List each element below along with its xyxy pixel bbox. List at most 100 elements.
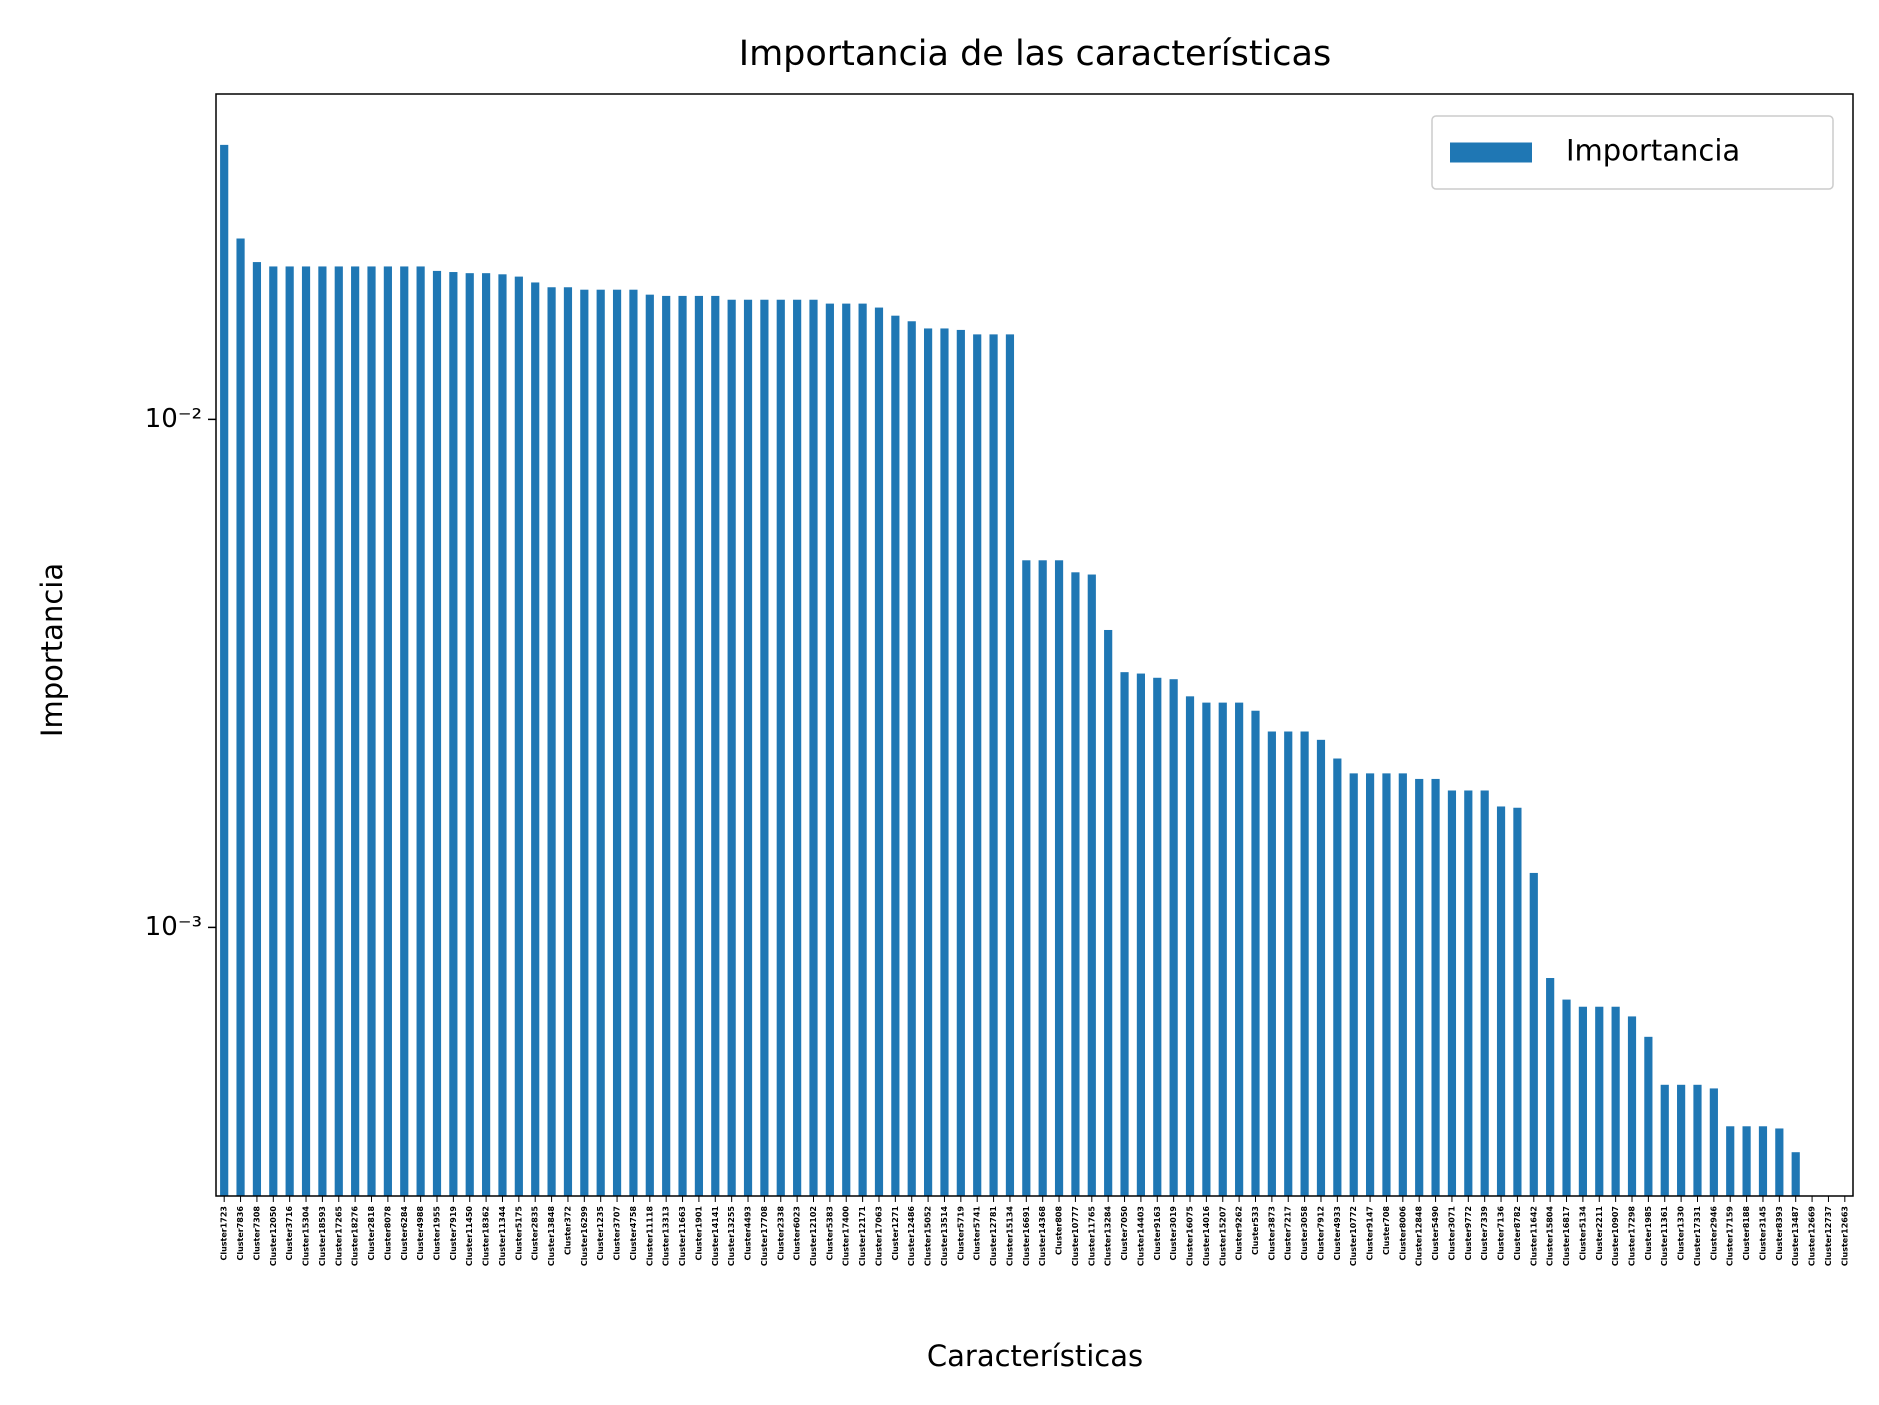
x-tick-label: Cluster11765	[1087, 1206, 1096, 1267]
bar	[367, 266, 376, 1196]
y-axis-label: Importancia	[35, 563, 69, 737]
bar	[1087, 574, 1096, 1196]
bar	[547, 287, 556, 1197]
bar	[1235, 702, 1244, 1196]
x-tick-label: Cluster1271	[891, 1206, 900, 1261]
bar	[1627, 1016, 1637, 1196]
x-tick-label: Cluster16075	[1186, 1206, 1195, 1267]
bar	[482, 273, 491, 1196]
bar	[400, 266, 409, 1196]
x-tick-label: Cluster3707	[613, 1206, 622, 1261]
x-tick-label: Cluster4988	[416, 1206, 425, 1261]
bar	[1742, 1126, 1751, 1196]
x-tick-label: Cluster11663	[678, 1206, 687, 1266]
x-tick-label: Cluster9147	[1366, 1206, 1375, 1261]
x-tick-label: Cluster15207	[1218, 1206, 1227, 1266]
x-tick-label: Cluster6023	[793, 1206, 802, 1261]
bar	[1791, 1152, 1800, 1196]
bar	[1546, 978, 1555, 1196]
x-tick-label: Cluster12171	[858, 1206, 867, 1267]
bar	[351, 266, 360, 1196]
bar	[629, 289, 638, 1196]
bar	[334, 266, 343, 1196]
bar	[743, 299, 753, 1196]
bar	[514, 276, 523, 1197]
bar	[416, 266, 425, 1196]
x-tick-label: Cluster13514	[940, 1206, 949, 1267]
bar	[1496, 806, 1506, 1196]
bar	[269, 266, 278, 1196]
x-tick-label: Cluster14403	[1136, 1206, 1145, 1266]
chart-title: Importancia de las características	[739, 34, 1332, 74]
x-tick-label: Cluster7136	[1497, 1206, 1506, 1261]
bar	[563, 287, 573, 1197]
x-tick-label: Cluster8006	[1398, 1206, 1407, 1261]
bar	[727, 299, 736, 1196]
bar	[1120, 672, 1129, 1196]
x-tick-label: Cluster7339	[1480, 1206, 1489, 1261]
bar	[1677, 1084, 1686, 1196]
bar	[1398, 773, 1407, 1196]
bar	[825, 303, 834, 1197]
x-tick-label: Cluster17400	[842, 1206, 851, 1267]
x-tick-label: Cluster3058	[1300, 1206, 1309, 1261]
x-tick-label: Cluster3071	[1447, 1206, 1456, 1261]
bar	[711, 295, 720, 1196]
x-tick-label: Cluster1330	[1677, 1206, 1686, 1261]
bar	[940, 328, 949, 1196]
x-tick-label: Cluster7050	[1120, 1206, 1129, 1261]
bar	[662, 295, 671, 1196]
bar	[694, 295, 704, 1196]
x-tick-label: Cluster9163	[1153, 1206, 1162, 1261]
x-tick-label: Cluster7919	[449, 1206, 458, 1261]
x-tick-label: Cluster3145	[1758, 1206, 1767, 1261]
x-tick-label: Cluster1723	[220, 1206, 229, 1261]
x-tick-label: Cluster15304	[302, 1206, 311, 1267]
bar	[1054, 560, 1064, 1196]
x-tick-label: Cluster1235	[596, 1206, 605, 1261]
bar	[383, 266, 392, 1196]
bar	[1611, 1006, 1620, 1196]
x-tick-label: Cluster5134	[1578, 1206, 1587, 1261]
x-tick-label: Cluster3019	[1169, 1206, 1178, 1261]
bar	[1365, 773, 1375, 1196]
bar	[1775, 1128, 1784, 1196]
bar	[432, 270, 442, 1197]
x-tick-label: Cluster4493	[744, 1206, 753, 1261]
bar	[1038, 560, 1047, 1196]
x-tick-label: Cluster17331	[1693, 1206, 1702, 1267]
bar	[1267, 731, 1276, 1196]
x-tick-label: Cluster808	[1055, 1206, 1064, 1255]
bar	[989, 334, 998, 1196]
bar	[1251, 710, 1260, 1196]
bar	[1562, 999, 1571, 1196]
bar	[1169, 679, 1178, 1196]
x-tick-label: Cluster15134	[1005, 1206, 1014, 1267]
x-tick-label: Cluster16299	[580, 1206, 589, 1267]
x-tick-label: Cluster1955	[432, 1206, 441, 1261]
x-tick-label: Cluster7912	[1316, 1206, 1325, 1261]
x-tick-label: Cluster4758	[629, 1206, 638, 1261]
y-tick-label: 10⁻³	[145, 912, 202, 942]
x-tick-label: Cluster12102	[809, 1206, 818, 1266]
x-tick-label: Cluster2946	[1709, 1206, 1718, 1261]
bar	[1693, 1084, 1702, 1196]
x-tick-label: Cluster6284	[400, 1206, 409, 1261]
bar	[1022, 560, 1031, 1196]
x-tick-label: Cluster2211	[1595, 1206, 1604, 1261]
x-tick-label: Cluster11450	[465, 1206, 474, 1267]
x-tick-label: Cluster13313	[662, 1206, 671, 1266]
x-tick-label: Cluster13255	[727, 1206, 736, 1267]
bar	[1529, 872, 1538, 1196]
bar	[449, 272, 458, 1196]
x-tick-label: Cluster11361	[1660, 1206, 1669, 1267]
x-tick-label: Cluster5383	[825, 1206, 834, 1261]
bar	[1316, 739, 1326, 1196]
bar	[1005, 334, 1015, 1196]
bar	[1431, 778, 1440, 1196]
x-tick-label: Cluster11344	[498, 1206, 507, 1267]
x-tick-label: Cluster17063	[874, 1206, 883, 1266]
bar	[645, 294, 654, 1196]
bar	[874, 307, 884, 1196]
